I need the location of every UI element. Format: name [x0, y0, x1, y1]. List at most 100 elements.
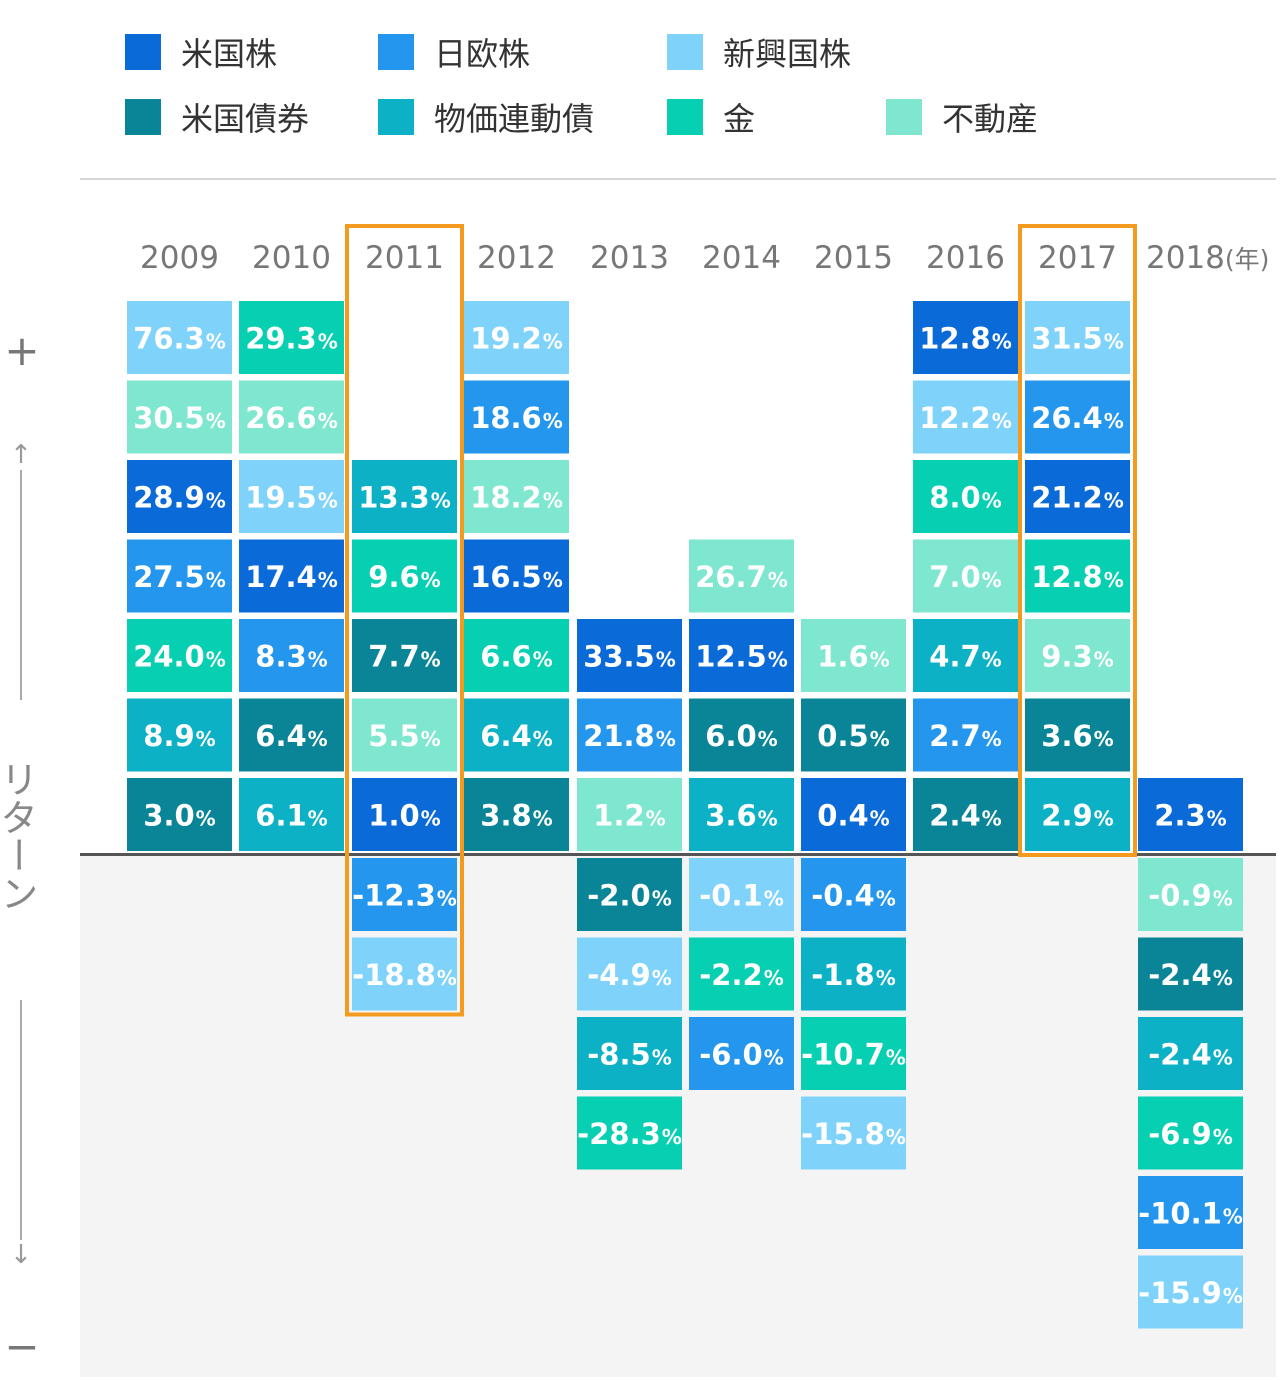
return-value-label: -12.3%: [352, 879, 457, 913]
return-cell-bg: [801, 1096, 906, 1170]
return-cell-2011-pos-0: 13.3%: [352, 460, 457, 533]
return-value-label: 4.7%: [929, 640, 1001, 674]
y-axis: + ↑ リターン ↓ −: [0, 320, 60, 1380]
return-cell-bg: [577, 1017, 682, 1090]
return-cell-2014-pos-0: 26.7%: [689, 539, 794, 613]
return-cell-2017-pos-3: 12.8%: [1025, 539, 1130, 613]
return-value-label: -0.1%: [699, 879, 783, 913]
return-cell-bg: [1025, 698, 1130, 772]
return-cell-2018-neg-0: -0.9%: [1138, 858, 1243, 931]
return-cell-bg: [127, 539, 232, 613]
return-cell-bg: [127, 698, 232, 772]
return-cell-bg: [577, 619, 682, 692]
return-cell-2009-pos-5: 8.9%: [127, 698, 232, 772]
return-cell-bg: [239, 778, 344, 851]
return-value-label: -6.9%: [1148, 1117, 1232, 1151]
y-axis-lower-line: [20, 1000, 22, 1240]
year-label-2015: 2015: [814, 240, 893, 276]
legend-item-emerging-stocks: 新興国株: [667, 32, 852, 73]
return-cell-bg: [464, 539, 569, 613]
return-cell-2016-pos-4: 4.7%: [913, 619, 1018, 692]
return-value-label: 0.5%: [817, 719, 889, 753]
year-label-2017: 2017: [1038, 240, 1117, 276]
return-value-label: 7.0%: [929, 560, 1001, 594]
return-cell-bg: [464, 698, 569, 772]
return-cell-2013-neg-1: -4.9%: [577, 937, 682, 1011]
return-cell-2010-pos-0: 29.3%: [239, 301, 344, 374]
return-cell-bg: [464, 778, 569, 851]
return-value-label: 13.3%: [358, 481, 451, 515]
return-cell-bg: [913, 698, 1018, 772]
legend-swatch-us-stocks: [125, 34, 161, 70]
return-cell-2016-pos-6: 2.4%: [913, 778, 1018, 851]
return-value-label: 19.5%: [245, 481, 338, 515]
return-cell-2014-pos-3: 3.6%: [689, 778, 794, 851]
return-cell-2018-neg-5: -15.9%: [1138, 1255, 1243, 1329]
return-cell-2009-pos-4: 24.0%: [127, 619, 232, 692]
legend-swatch-inflation-linked-bonds: [378, 99, 414, 135]
return-cell-2018-neg-3: -6.9%: [1138, 1096, 1243, 1170]
return-cell-bg: [1138, 1017, 1243, 1090]
year-label-2014: 2014: [702, 240, 781, 276]
zero-baseline: [80, 853, 1276, 856]
return-cell-2012-pos-0: 19.2%: [464, 301, 569, 374]
return-value-label: 21.2%: [1031, 481, 1124, 515]
return-cell-2011-pos-4: 1.0%: [352, 778, 457, 851]
return-value-label: -1.8%: [811, 958, 895, 992]
return-cell-2017-pos-6: 2.9%: [1025, 778, 1130, 851]
down-arrow-icon: ↓: [10, 1240, 32, 1270]
up-arrow-icon: ↑: [10, 440, 32, 470]
return-cell-2016-pos-3: 7.0%: [913, 539, 1018, 613]
return-value-label: 6.4%: [255, 719, 327, 753]
return-cell-bg: [127, 778, 232, 851]
return-cell-bg: [1025, 301, 1130, 374]
return-value-label: 12.8%: [1031, 560, 1124, 594]
legend-swatch-real-estate: [886, 99, 922, 135]
return-cell-2012-pos-3: 16.5%: [464, 539, 569, 613]
return-cell-2013-pos-1: 21.8%: [577, 698, 682, 772]
return-cell-2010-pos-2: 19.5%: [239, 460, 344, 533]
return-cell-2016-pos-0: 12.8%: [913, 301, 1018, 374]
return-value-label: 2.4%: [929, 799, 1001, 833]
return-cell-2009-pos-3: 27.5%: [127, 539, 232, 613]
y-axis-minus-sign: −: [4, 1322, 40, 1371]
return-cell-bg: [1025, 539, 1130, 613]
return-cell-bg: [801, 778, 906, 851]
return-cell-2017-pos-1: 26.4%: [1025, 380, 1130, 454]
return-cell-2012-pos-5: 6.4%: [464, 698, 569, 772]
return-cell-bg: [1138, 1176, 1243, 1249]
return-value-label: 1.6%: [817, 640, 889, 674]
return-cell-bg: [801, 937, 906, 1011]
return-value-label: -10.1%: [1138, 1197, 1243, 1231]
return-cell-2017-pos-5: 3.6%: [1025, 698, 1130, 772]
legend-divider: [80, 178, 1276, 180]
return-cell-bg: [464, 301, 569, 374]
return-cell-2015-neg-0: -0.4%: [801, 858, 906, 931]
return-value-label: 2.7%: [929, 719, 1001, 753]
return-value-label: -6.0%: [699, 1038, 783, 1072]
return-cell-2013-neg-0: -2.0%: [577, 858, 682, 931]
return-value-label: 12.8%: [919, 322, 1012, 356]
return-cell-bg: [913, 301, 1018, 374]
highlight-frame-2011: [345, 224, 464, 1017]
return-value-label: 0.4%: [817, 799, 889, 833]
return-cell-2011-pos-1: 9.6%: [352, 539, 457, 613]
return-value-label: 3.6%: [705, 799, 777, 833]
return-value-label: 18.2%: [470, 481, 563, 515]
return-value-label: 1.0%: [368, 799, 440, 833]
y-axis-title: リターン: [0, 760, 38, 912]
y-axis-plus-sign: +: [4, 326, 40, 375]
return-value-label: 3.6%: [1041, 719, 1113, 753]
year-label-2012: 2012: [477, 240, 556, 276]
year-label-2011: 2011: [365, 240, 444, 276]
return-value-label: 17.4%: [245, 560, 338, 594]
return-cell-bg: [801, 619, 906, 692]
return-cell-2017-pos-2: 21.2%: [1025, 460, 1130, 533]
return-cell-bg: [127, 301, 232, 374]
return-value-label: 6.6%: [480, 640, 552, 674]
return-value-label: -15.9%: [1138, 1276, 1243, 1310]
return-value-label: -15.8%: [801, 1117, 906, 1151]
return-value-label: -2.0%: [587, 879, 671, 913]
legend-label-emerging-stocks: 新興国株: [723, 35, 852, 73]
return-cell-bg: [577, 1096, 682, 1170]
